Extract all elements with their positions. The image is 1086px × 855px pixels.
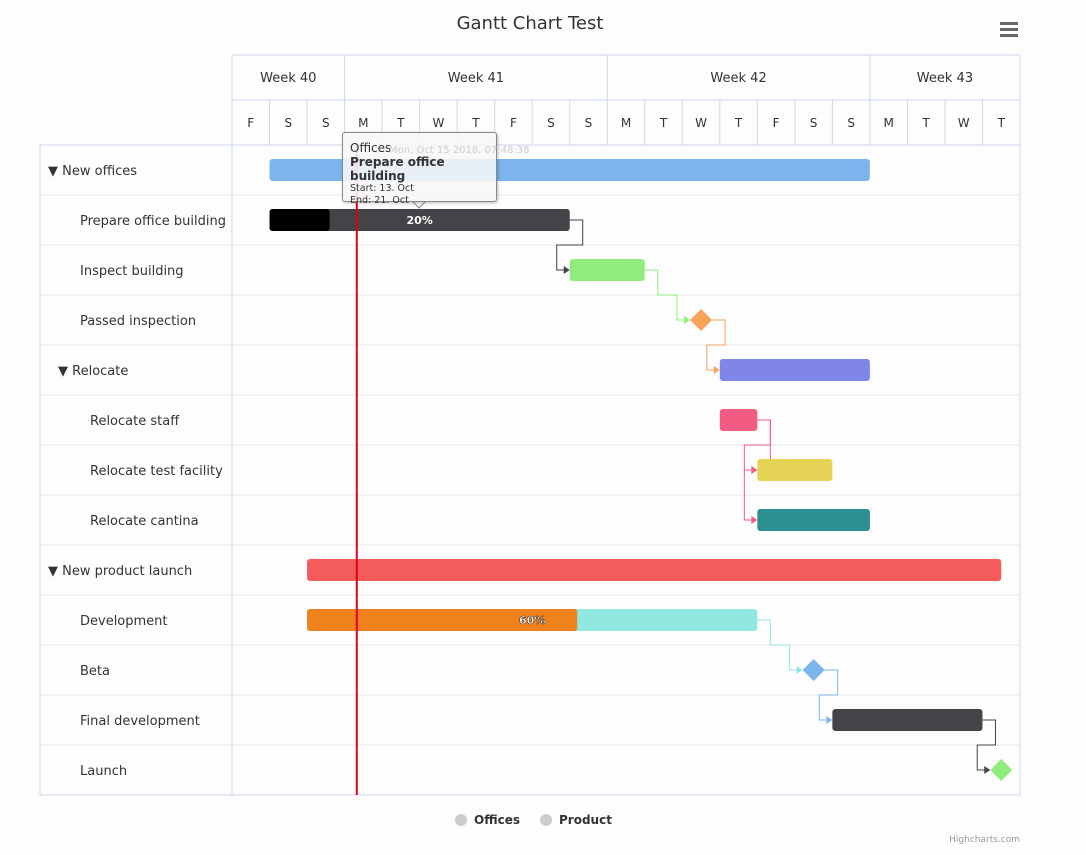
task-label: Passed inspection (80, 314, 196, 329)
task-label: Final development (80, 714, 200, 729)
day-label: M (621, 116, 631, 130)
task-bar[interactable] (757, 509, 870, 531)
day-label: T (922, 116, 931, 130)
task-bar[interactable] (719, 359, 870, 381)
day-label: F (247, 116, 254, 130)
day-label: T (396, 116, 405, 130)
dependency-line (644, 269, 687, 321)
dependency-arrow (984, 766, 991, 774)
legend-dot-icon (539, 814, 552, 826)
task-label: Relocate test facility (90, 464, 223, 479)
hamburger-menu-icon[interactable] (1000, 22, 1018, 40)
task-label: Prepare office building (80, 214, 226, 229)
task-label[interactable]: ▼ Relocate (58, 364, 128, 379)
completed-label: 60% (519, 614, 545, 627)
tooltip-start: Start: 13. Oct (350, 183, 414, 194)
milestone-passed-inspection[interactable] (690, 309, 713, 331)
week-label: Week 43 (917, 71, 973, 86)
dependency-line (743, 419, 771, 521)
legend-dot-icon (455, 814, 467, 826)
day-label: T (997, 116, 1006, 130)
tooltip-series: Offices (350, 141, 392, 155)
legend-label: Product (558, 813, 612, 827)
day-label: M (883, 116, 893, 130)
task-label: Inspect building (80, 264, 184, 279)
day-label: F (510, 116, 517, 130)
tooltip-pointer (411, 200, 427, 209)
day-label: F (773, 116, 780, 130)
tooltip: Mon, Oct 15 2018, 07:48:38 Offices Prepa… (342, 132, 530, 206)
task-bar[interactable] (757, 459, 833, 481)
task-bar[interactable] (832, 709, 983, 731)
dependency-arrow (751, 516, 758, 524)
day-label: W (958, 116, 970, 130)
week-label: Week 41 (448, 71, 504, 86)
day-label: S (284, 116, 292, 130)
task-bar[interactable] (307, 559, 1002, 581)
day-label: T (471, 116, 480, 130)
dependency-arrow (713, 366, 720, 374)
day-label: W (432, 116, 444, 130)
milestone-beta[interactable] (802, 659, 825, 681)
day-label: S (810, 116, 818, 130)
day-label: T (659, 116, 668, 130)
dependency-line (706, 319, 726, 371)
task-label: Relocate staff (90, 414, 180, 429)
dependency-arrow (826, 716, 833, 724)
day-label: S (547, 116, 555, 130)
current-date-label: Mon, Oct 15 2018, 07:48:38 (389, 145, 530, 156)
chart-title: Gantt Chart Test (456, 13, 604, 34)
legend: Offices Product (455, 813, 612, 827)
task-label: Launch (80, 764, 127, 779)
day-label: S (847, 116, 855, 130)
legend-item-product[interactable]: Product (539, 813, 612, 827)
legend-label: Offices (474, 813, 520, 827)
day-label: T (734, 116, 743, 130)
task-completed-bar (269, 209, 330, 231)
milestone-launch[interactable] (990, 759, 1013, 781)
day-label: S (322, 116, 330, 130)
task-label[interactable]: ▼ New offices (48, 164, 137, 179)
day-label: M (358, 116, 368, 130)
week-label: Week 40 (260, 71, 316, 86)
day-label: W (695, 116, 707, 130)
dependency-line (556, 219, 584, 271)
dependency-arrow (796, 666, 803, 674)
dependency-line (976, 719, 996, 771)
tooltip-end: End: 21. Oct (350, 195, 409, 206)
dependency-arrow (684, 316, 691, 324)
day-label: S (585, 116, 593, 130)
credits-link[interactable]: Highcharts.com (949, 835, 1020, 845)
task-label[interactable]: ▼ New product launch (48, 564, 192, 579)
task-bar[interactable] (719, 409, 758, 431)
legend-item-offices[interactable]: Offices (455, 813, 520, 827)
task-label: Relocate cantina (90, 514, 199, 529)
completed-label: 20% (406, 214, 432, 227)
week-label: Week 42 (710, 71, 766, 86)
task-label: Beta (80, 664, 110, 679)
task-bar[interactable] (269, 209, 570, 231)
tooltip-task-name: Prepare office building (350, 155, 445, 183)
task-completed-bar (307, 609, 578, 631)
dependency-line (757, 619, 799, 671)
task-label: Development (80, 614, 168, 629)
dependency-line (818, 669, 839, 721)
task-bar[interactable] (569, 259, 645, 281)
dependency-arrow (563, 266, 570, 274)
